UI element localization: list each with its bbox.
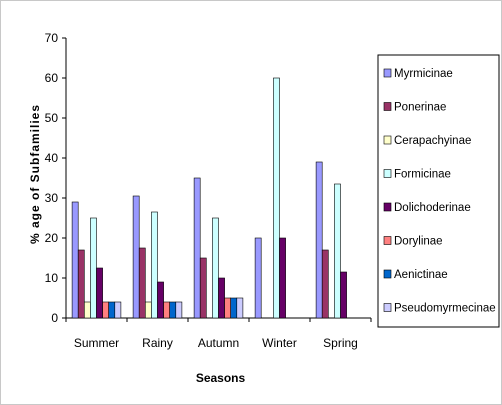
bar-dolichoderinae-rainy — [157, 281, 164, 319]
bar-cerapachyinae-summer — [84, 301, 91, 319]
bar-ponerinae-rainy — [138, 247, 146, 319]
legend-swatch-ponerinae — [383, 102, 392, 111]
legend-swatch-dolichoderinae — [383, 202, 392, 212]
bar-myrmicinae-spring — [315, 161, 323, 319]
legend-label: Formicinae — [394, 169, 451, 181]
legend-swatch-dorylinae — [383, 236, 392, 245]
bar-cerapachyinae-rainy — [145, 301, 152, 319]
bar-dorylinae-autumn — [224, 297, 232, 319]
bar-ponerinae-summer — [77, 249, 85, 319]
y-tick-label: 60 — [45, 71, 59, 85]
bar-ponerinae-autumn — [199, 257, 207, 319]
bar-dolichoderinae-autumn — [218, 277, 225, 319]
bar-dorylinae-summer — [102, 301, 109, 319]
bar-formicinae-rainy — [151, 211, 158, 319]
legend-swatch-myrmicinae — [383, 68, 392, 78]
legend-label: Dolichoderinae — [394, 202, 471, 214]
y-axis-title: % age of Subfamilies — [28, 104, 42, 244]
bar-formicinae-autumn — [212, 217, 219, 319]
legend-swatch-aenictinae — [383, 269, 392, 279]
x-tick-label: Rainy — [142, 336, 173, 350]
bar-formicinae-spring — [334, 183, 341, 319]
y-tick-label: 10 — [45, 271, 59, 285]
bar-myrmicinae-winter — [254, 237, 262, 319]
x-tick-label: Summer — [74, 336, 119, 350]
bar-dolichoderinae-winter — [279, 237, 286, 319]
legend-swatch-cerapachyinae — [383, 135, 392, 145]
bar-ponerinae-spring — [321, 249, 329, 319]
legend-swatch-formicinae — [383, 169, 392, 178]
bar-pseudomyrmecinae-summer — [114, 301, 122, 319]
bar-myrmicinae-summer — [71, 201, 79, 319]
y-tick-label: 40 — [45, 151, 59, 165]
bar-aenictinae-summer — [108, 301, 116, 319]
legend-label: Ponerinae — [394, 102, 446, 114]
bar-formicinae-summer — [90, 217, 97, 319]
y-tick-label: 0 — [51, 311, 58, 325]
x-tick-label: Autumn — [198, 336, 239, 350]
bar-pseudomyrmecinae-rainy — [175, 301, 183, 319]
bar-aenictinae-autumn — [230, 297, 238, 319]
bar-pseudomyrmecinae-autumn — [236, 297, 244, 319]
legend-box — [377, 54, 500, 328]
bar-dorylinae-rainy — [163, 301, 171, 319]
legend-label: Myrmicinae — [394, 68, 453, 80]
bar-formicinae-winter — [273, 77, 280, 319]
legend-label: Cerapachyinae — [394, 135, 471, 147]
legend-label: Aenictinae — [394, 269, 448, 281]
bar-aenictinae-rainy — [169, 301, 177, 319]
legend-swatch-pseudomyrmecinae — [383, 303, 392, 312]
y-tick-label: 30 — [45, 191, 59, 205]
x-tick-label: Winter — [262, 336, 297, 350]
y-tick-label: 70 — [45, 31, 59, 45]
legend-label: Pseudomyrmecinae — [394, 303, 496, 315]
x-axis-title: Seasons — [196, 371, 246, 385]
bar-dolichoderinae-spring — [340, 271, 347, 319]
y-tick-label: 20 — [45, 231, 59, 245]
bar-myrmicinae-autumn — [193, 177, 201, 319]
bar-myrmicinae-rainy — [132, 195, 140, 319]
bar-dolichoderinae-summer — [96, 267, 103, 319]
y-tick-label: 50 — [45, 111, 59, 125]
x-tick-label: Spring — [323, 336, 358, 350]
legend-label: Dorylinae — [394, 236, 443, 248]
